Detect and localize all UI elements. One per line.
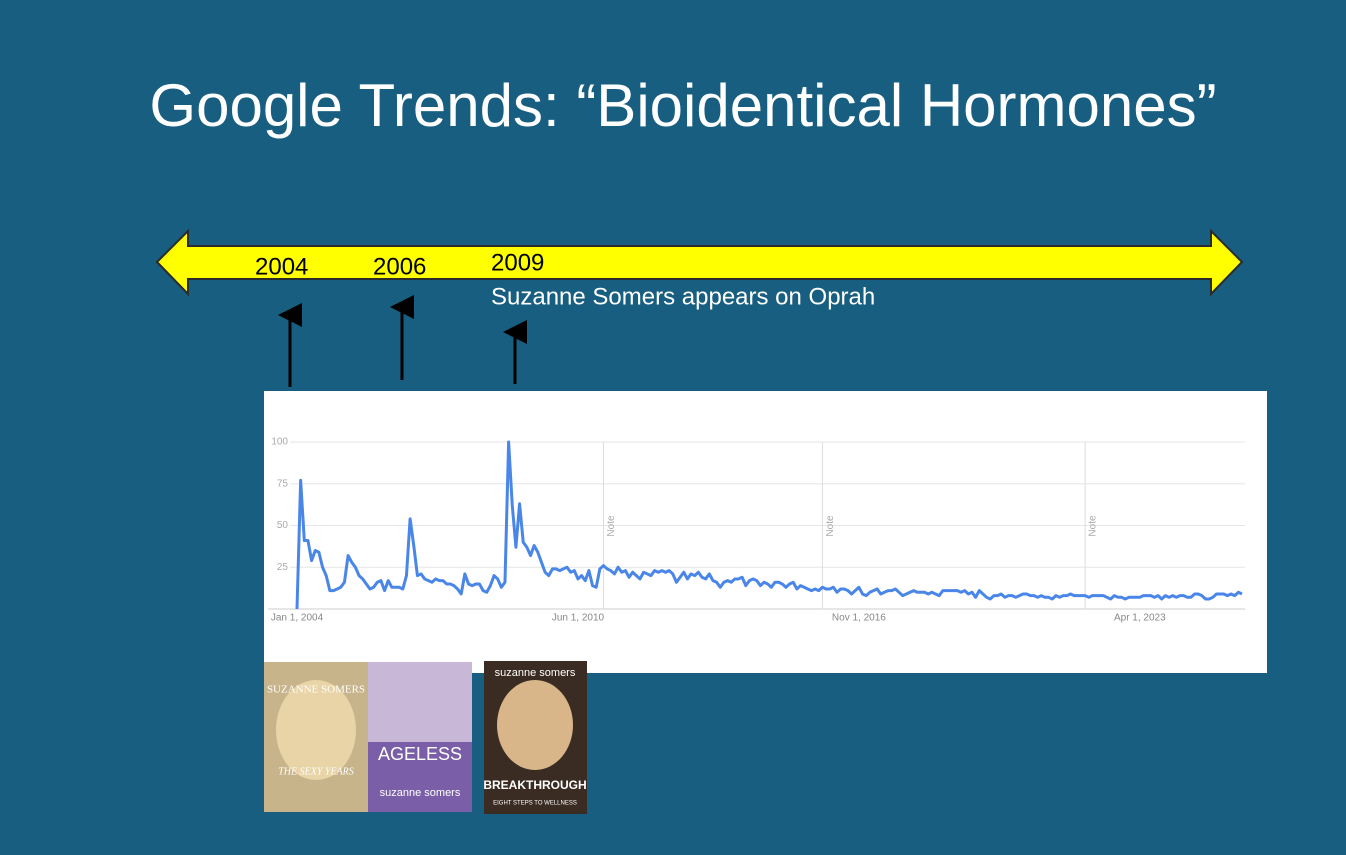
x-tick-label: Nov 1, 2016 bbox=[832, 613, 886, 624]
book-title: BREAKTHROUGH bbox=[483, 778, 586, 792]
note-label: Note bbox=[825, 515, 836, 537]
timeline-year: 2009 bbox=[491, 249, 544, 276]
event-label: Suzanne Somers appears on Oprah bbox=[491, 283, 875, 310]
x-tick-label: Jun 1, 2010 bbox=[552, 613, 605, 624]
book-author: SUZANNE SOMERS bbox=[267, 684, 365, 696]
y-tick-label: 25 bbox=[277, 562, 289, 573]
y-tick-label: 50 bbox=[277, 520, 289, 531]
timeline-arrow bbox=[155, 228, 1244, 297]
book-cover: AGELESS suzanne somers bbox=[368, 662, 472, 812]
trends-chart: 25 50 75 100 Jan 1, 2004 Jun 1, 2010 Nov 1, 20… bbox=[268, 437, 1245, 624]
y-tick-label: 100 bbox=[271, 437, 288, 448]
chart-panel bbox=[264, 391, 1267, 673]
book-title: THE SEXY YEARS bbox=[278, 766, 354, 777]
note-label: Note bbox=[1088, 515, 1099, 537]
book-title: AGELESS bbox=[378, 744, 462, 764]
book-subtitle: EIGHT STEPS TO WELLNESS bbox=[493, 801, 577, 807]
book-author: suzanne somers bbox=[380, 787, 461, 799]
x-tick-label: Apr 1, 2023 bbox=[1114, 613, 1166, 624]
book-cover: SUZANNE SOMERS THE SEXY YEARS bbox=[264, 662, 368, 812]
timeline-year: 2004 bbox=[255, 253, 308, 280]
cover-art bbox=[368, 662, 472, 742]
x-tick-label: Jan 1, 2004 bbox=[271, 613, 324, 624]
timeline-year: 2006 bbox=[373, 253, 426, 280]
book-author: suzanne somers bbox=[495, 667, 576, 679]
y-tick-label: 75 bbox=[277, 478, 289, 489]
note-label: Note bbox=[606, 515, 617, 537]
cover-art bbox=[276, 680, 356, 780]
slide-title: Google Trends: “Bioidentical Hormones” bbox=[149, 72, 1216, 139]
trend-line bbox=[295, 440, 1243, 610]
cover-art bbox=[497, 680, 573, 770]
book-cover: suzanne somers BREAKTHROUGH EIGHT STEPS … bbox=[483, 661, 587, 814]
